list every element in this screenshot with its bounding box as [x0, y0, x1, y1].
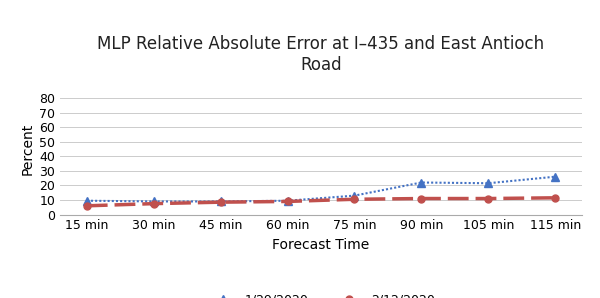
2/12/2020	[551, 196, 559, 200]
Line: 1/29/2020: 1/29/2020	[83, 173, 559, 206]
1/29/2020	[418, 181, 425, 184]
2/12/2020	[485, 197, 492, 200]
1/29/2020	[217, 200, 224, 203]
2/12/2020	[418, 197, 425, 200]
X-axis label: Forecast Time: Forecast Time	[272, 238, 370, 252]
Line: 2/12/2020: 2/12/2020	[83, 194, 559, 209]
1/29/2020	[485, 181, 492, 185]
2/12/2020	[217, 200, 224, 204]
1/29/2020	[351, 194, 358, 197]
1/29/2020	[83, 199, 91, 203]
1/29/2020	[150, 200, 157, 203]
2/12/2020	[351, 198, 358, 201]
2/12/2020	[284, 200, 291, 203]
Legend: 1/29/2020, 2/12/2020: 1/29/2020, 2/12/2020	[202, 289, 440, 298]
Y-axis label: Percent: Percent	[21, 123, 35, 175]
1/29/2020	[551, 175, 559, 179]
1/29/2020	[284, 199, 291, 203]
2/12/2020	[83, 204, 91, 208]
2/12/2020	[150, 202, 157, 205]
Title: MLP Relative Absolute Error at I–435 and East Antioch
Road: MLP Relative Absolute Error at I–435 and…	[97, 35, 545, 74]
